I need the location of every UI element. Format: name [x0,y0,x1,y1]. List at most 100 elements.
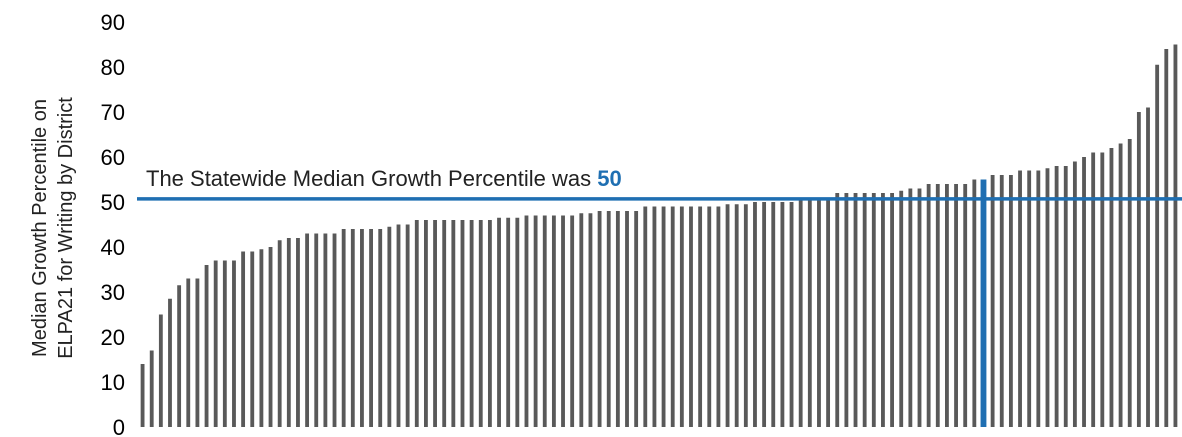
district-bar [899,190,904,427]
district-bar [561,215,565,427]
district-bar [433,220,437,427]
district-bar [917,188,922,427]
y-axis-title-line-1: Median Growth Percentile on [29,99,51,357]
district-bar [890,193,894,427]
statewide-median-value: 50 [597,166,621,191]
district-bar [341,229,346,427]
district-bar [506,217,511,427]
district-bar [1118,143,1123,427]
district-bar [597,211,602,427]
district-bar [478,220,483,427]
district-bar [158,314,163,427]
district-bar [323,233,328,427]
district-bar [204,265,209,427]
bar-series [140,44,1178,427]
district-bar [524,215,529,427]
y-tick-label: 10 [101,370,125,395]
district-bar [268,247,273,427]
district-bar [1027,170,1032,427]
district-bar [186,278,191,427]
district-bar [350,229,355,427]
y-tick-label: 20 [101,325,125,350]
district-bar [716,206,721,427]
district-bar [360,229,364,427]
district-bar [542,215,547,427]
district-bar [634,211,639,427]
district-bar [195,278,200,427]
district-bar [469,220,474,427]
district-bar [707,206,712,427]
district-bar [945,184,949,427]
district-bar [625,211,629,427]
district-bar [1063,166,1068,427]
district-bar [689,206,693,427]
district-bar [405,224,410,427]
district-bar [250,251,255,427]
district-bar [780,202,785,427]
y-axis-title-line-2: ELPA21 for Writing by District [55,97,77,359]
district-bar [935,184,940,427]
district-bar [698,206,703,427]
district-bar [835,193,840,427]
district-bar [753,202,757,427]
district-bar [213,260,218,427]
district-bar [807,197,812,427]
district-bar [1109,148,1114,427]
statewide-median-label-text: The Statewide Median Growth Percentile w… [146,166,597,191]
district-bar [414,220,419,427]
district-bar [570,215,575,427]
district-bar [999,175,1004,427]
district-bar [140,364,145,427]
y-axis-ticks: 0 10 20 30 40 50 60 70 80 90 [101,10,125,437]
district-bar [497,217,501,427]
district-bar [1127,139,1132,427]
district-bar [378,229,383,427]
district-bar [990,175,995,427]
district-bar [1054,166,1059,427]
district-bar [1100,152,1105,427]
district-bar [424,220,428,427]
y-tick-label: 80 [101,55,125,80]
district-bar [798,199,803,427]
y-tick-label: 50 [101,190,125,215]
district-bar [487,220,492,427]
statewide-median-label: The Statewide Median Growth Percentile w… [146,166,622,191]
district-bar [396,224,401,427]
district-bar [533,215,538,427]
y-tick-label: 90 [101,10,125,35]
district-bar [643,206,648,427]
district-bar [1173,44,1178,427]
district-bar [451,220,456,427]
district-bar [579,213,584,427]
district-bar [725,204,730,427]
district-bar [515,217,520,427]
district-bar [853,193,858,427]
district-bar [241,251,246,427]
district-bar [1082,157,1086,427]
district-bar [222,260,227,427]
district-bar [881,193,885,427]
district-bar [954,184,958,427]
district-bar [844,193,849,427]
district-bar [1018,170,1022,427]
district-bar [296,238,300,427]
y-tick-label: 40 [101,235,125,260]
district-bar [1091,152,1096,427]
district-bar [652,206,657,427]
district-bar [734,204,739,427]
district-bar [963,184,968,427]
district-bar [789,202,794,427]
district-bar [826,197,831,427]
district-bar [1008,175,1013,427]
district-bar [305,233,310,427]
district-bar [679,206,684,427]
district-bar [1072,161,1077,427]
district-bar [1146,107,1150,427]
district-bar [862,193,867,427]
district-bar [387,226,392,427]
district-bar [615,211,620,427]
district-bar [771,202,776,427]
y-tick-label: 70 [101,100,125,125]
district-bar [661,206,666,427]
